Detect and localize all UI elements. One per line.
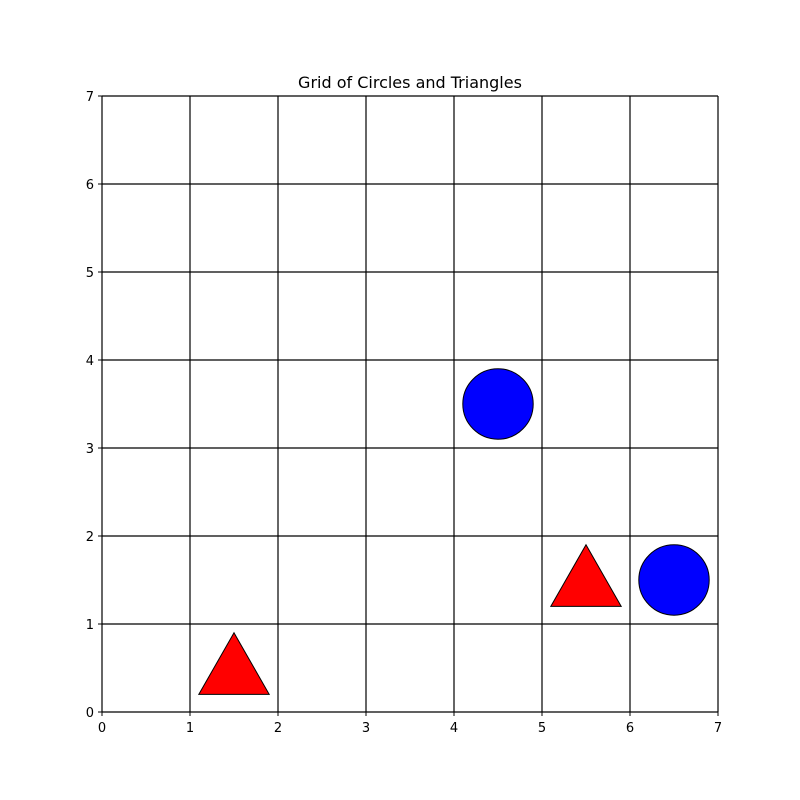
grid-layer <box>101 95 719 713</box>
x-tick-label: 1 <box>186 721 194 736</box>
marks-layer <box>197 368 710 695</box>
chart-title: Grid of Circles and Triangles <box>298 73 522 92</box>
x-tick-label: 6 <box>626 721 634 736</box>
x-tick-label: 7 <box>714 721 722 736</box>
y-tick-label: 7 <box>86 90 94 105</box>
y-tick-label: 2 <box>86 530 94 545</box>
x-tick-label: 2 <box>274 721 282 736</box>
y-tick-label: 1 <box>86 618 94 633</box>
y-tick-label: 3 <box>86 442 94 457</box>
triangle-point <box>197 631 271 695</box>
circle-point <box>462 368 534 440</box>
ticks-layer: 0 1 2 3 4 5 6 7 0 1 2 3 4 5 6 7 <box>86 90 722 736</box>
circle-point <box>638 544 710 616</box>
x-tick-label: 4 <box>450 721 458 736</box>
y-tick-label: 0 <box>86 706 94 721</box>
x-tick-label: 3 <box>362 721 370 736</box>
x-tick-label: 5 <box>538 721 546 736</box>
y-tick-label: 5 <box>86 266 94 281</box>
triangle-point <box>549 543 623 607</box>
y-tick-label: 4 <box>86 354 94 369</box>
x-tick-label: 0 <box>98 721 106 736</box>
y-tick-label: 6 <box>86 178 94 193</box>
